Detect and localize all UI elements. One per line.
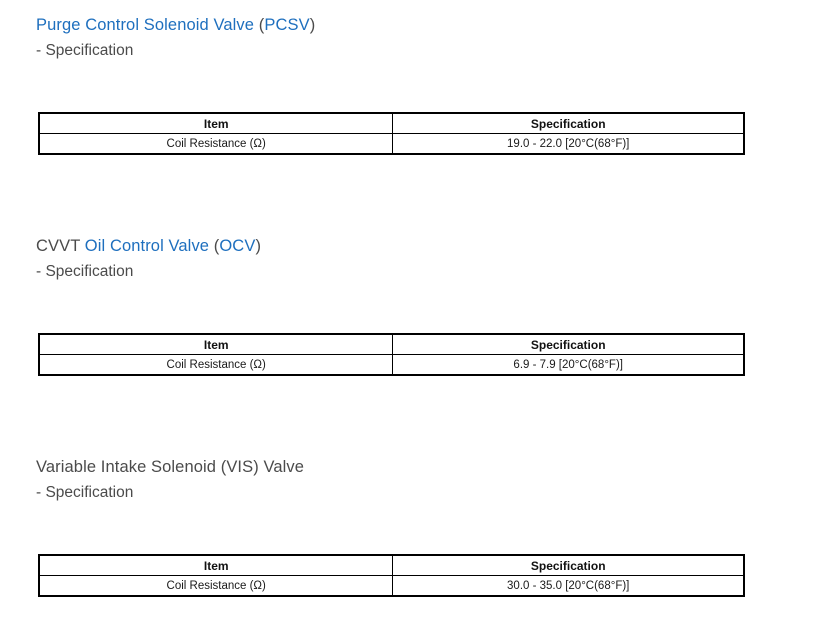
- title-link[interactable]: PCSV: [264, 16, 310, 34]
- section-subtitle: - Specification: [36, 484, 134, 501]
- title-text: CVVT: [36, 237, 85, 255]
- section-subtitle: - Specification: [36, 263, 134, 280]
- col-header-specification: Specification: [392, 112, 745, 134]
- col-header-item: Item: [38, 333, 394, 355]
- table-header-row: Item Specification: [38, 554, 745, 576]
- table-row: Coil Resistance (Ω) 6.9 - 7.9 [20°C(68°F…: [38, 354, 745, 376]
- spec-table-vis: Item Specification Coil Resistance (Ω) 3…: [38, 554, 745, 597]
- table-header-row: Item Specification: [38, 112, 745, 134]
- spec-table-pcsv: Item Specification Coil Resistance (Ω) 1…: [38, 112, 745, 155]
- item-cell: Coil Resistance (Ω): [38, 354, 394, 376]
- col-header-specification: Specification: [392, 333, 745, 355]
- section-title-pcsv: Purge Control Solenoid Valve (PCSV): [36, 12, 840, 38]
- document-page: Purge Control Solenoid Valve (PCSV) - Sp…: [36, 12, 840, 597]
- section-title-vis: Variable Intake Solenoid (VIS) Valve: [36, 454, 840, 480]
- title-text: (: [258, 16, 265, 34]
- spec-cell: 19.0 - 22.0 [20°C(68°F)]: [392, 133, 745, 155]
- item-cell: Coil Resistance (Ω): [38, 575, 394, 597]
- spec-table-ocv: Item Specification Coil Resistance (Ω) 6…: [38, 333, 745, 376]
- col-header-specification: Specification: [392, 554, 745, 576]
- spec-cell: 30.0 - 35.0 [20°C(68°F)]: [392, 575, 745, 597]
- title-link[interactable]: Oil Control Valve: [84, 237, 214, 255]
- section-ocv: CVVT Oil Control Valve (OCV) - Specifica…: [36, 233, 840, 376]
- section-pcsv: Purge Control Solenoid Valve (PCSV) - Sp…: [36, 12, 840, 155]
- title-text: ): [309, 16, 316, 34]
- section-subtitle: - Specification: [36, 42, 134, 59]
- item-cell: Coil Resistance (Ω): [38, 133, 394, 155]
- title-text: (: [213, 237, 220, 255]
- section-vis: Variable Intake Solenoid (VIS) Valve - S…: [36, 454, 840, 597]
- title-text: ): [255, 237, 262, 255]
- title-link[interactable]: OCV: [219, 237, 256, 255]
- table-row: Coil Resistance (Ω) 30.0 - 35.0 [20°C(68…: [38, 575, 745, 597]
- title-link[interactable]: Purge Control Solenoid Valve: [36, 16, 259, 34]
- title-text: Variable Intake Solenoid (VIS) Valve: [36, 458, 305, 476]
- col-header-item: Item: [38, 112, 394, 134]
- table-header-row: Item Specification: [38, 333, 745, 355]
- section-title-ocv: CVVT Oil Control Valve (OCV): [36, 233, 840, 259]
- col-header-item: Item: [38, 554, 394, 576]
- table-row: Coil Resistance (Ω) 19.0 - 22.0 [20°C(68…: [38, 133, 745, 155]
- spec-cell: 6.9 - 7.9 [20°C(68°F)]: [392, 354, 745, 376]
